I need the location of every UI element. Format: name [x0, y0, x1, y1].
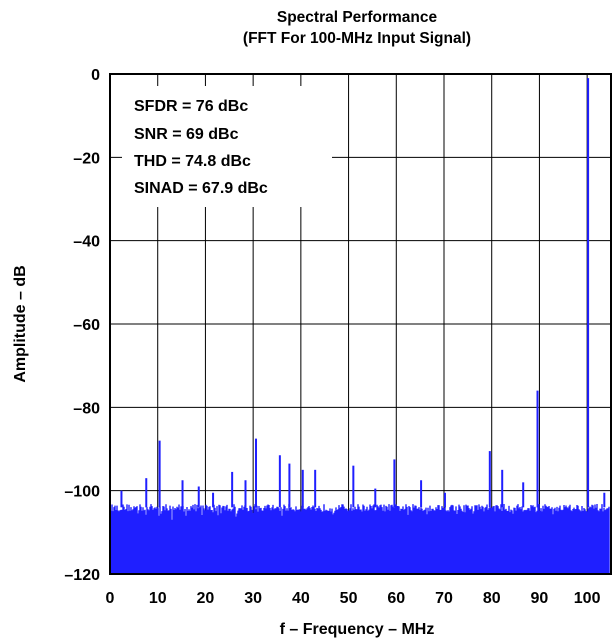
annotation-sfdr: SFDR = 76 dBc: [134, 98, 248, 115]
annotation-sinad: SINAD = 67.9 dBc: [134, 180, 268, 197]
x-tick-label: 40: [292, 590, 310, 607]
y-tick-label: –80: [73, 400, 100, 417]
y-tick-label: –20: [73, 150, 100, 167]
x-tick-label: 10: [149, 590, 167, 607]
y-tick-label: –120: [64, 567, 100, 584]
spur-series: [120, 78, 606, 508]
x-tick-label: 100: [574, 590, 601, 607]
x-axis-label: f – Frequency – MHz: [280, 621, 435, 638]
y-axis-label: Amplitude – dB: [12, 265, 29, 382]
plot-frame: [109, 73, 612, 575]
x-tick-label: 90: [531, 590, 549, 607]
chart-subtitle: (FFT For 100-MHz Input Signal): [243, 30, 471, 47]
x-tick-label: 70: [435, 590, 453, 607]
y-tick-label: –60: [73, 317, 100, 334]
annotation-thd: THD = 74.8 dBc: [134, 153, 251, 170]
annotation-snr: SNR = 69 dBc: [134, 126, 239, 143]
x-tick-label: 0: [106, 590, 115, 607]
x-tick-label: 30: [244, 590, 262, 607]
x-tick-label: 80: [483, 590, 501, 607]
x-tick-label: 50: [340, 590, 358, 607]
y-tick-label: 0: [91, 67, 100, 84]
x-tick-label: 60: [387, 590, 405, 607]
x-tick-labels: 0 10 20 30 40 50 60 70 80 90 100: [106, 590, 601, 607]
x-tick-label: 20: [197, 590, 215, 607]
noise-floor-path: [110, 504, 610, 574]
y-tick-label: –100: [64, 484, 100, 501]
chart-title: Spectral Performance: [277, 9, 438, 26]
annotation-box: SFDR = 76 dBc SNR = 69 dBc THD = 74.8 dB…: [122, 86, 332, 207]
y-tick-label: –40: [73, 234, 100, 251]
y-tick-labels: 0 –20 –40 –60 –80 –100 –120: [64, 67, 100, 584]
noise-floor: [110, 504, 610, 574]
